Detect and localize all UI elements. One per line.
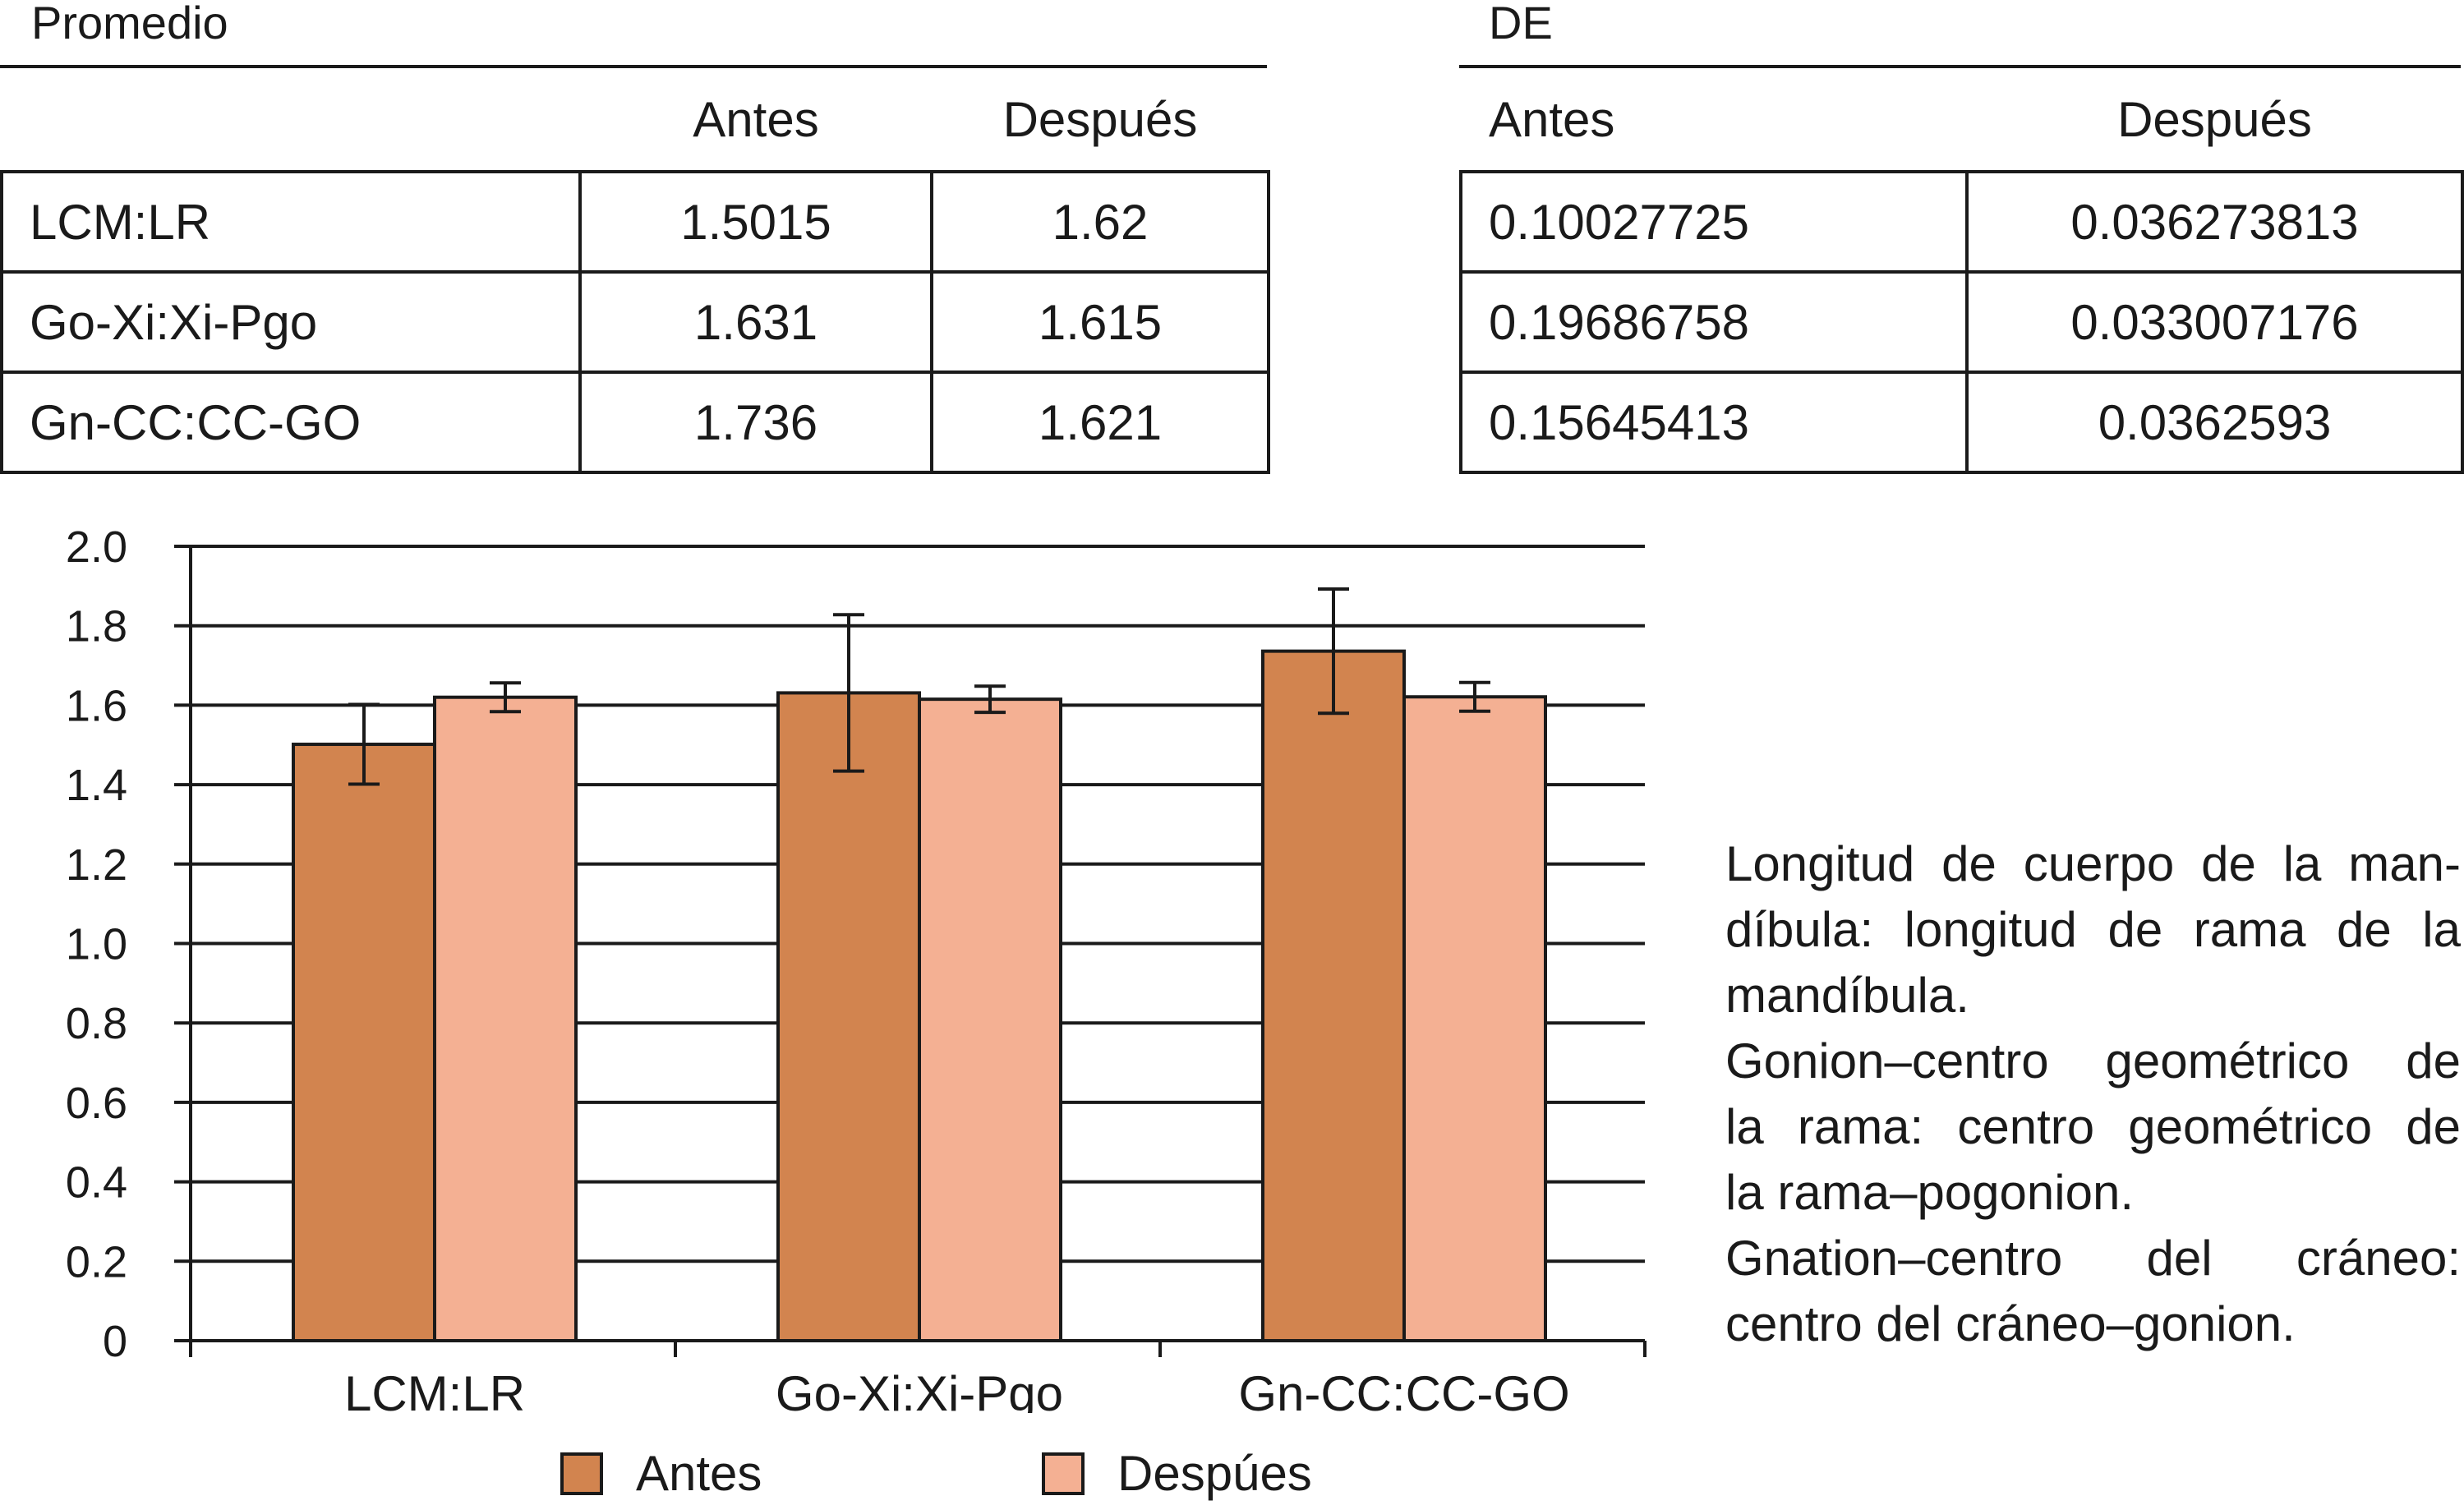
bars [292,649,1547,1343]
bar [433,695,578,1343]
de-top-rule [1459,65,2461,68]
note-line: Gnation–centro del cráneo: [1725,1231,2461,1286]
y-tick-label: 1.6 [66,681,127,730]
y-tick-label: 0.4 [66,1158,127,1208]
cell-antes: 0.19686758 [1459,270,1969,374]
cell-despues: 1.621 [930,370,1270,474]
promedio-table: Antes Después LCM:LR 1.5015 1.62 Go-Xi:X… [0,68,1270,474]
note-line: centro del cráneo–gonion. [1725,1296,2296,1351]
de-title: DE [1489,0,1553,48]
note-line: díbula: longitud de rama de la [1725,902,2461,957]
bar [1261,649,1406,1343]
legend-label-despues: Despúes [1117,1446,1312,1501]
bar [918,697,1062,1342]
error-bars [348,587,1490,786]
cell-antes: 1.736 [578,370,933,474]
row-label: LCM:LR [0,170,582,274]
legend-antes: Antes [560,1442,762,1505]
cell-despues: 1.615 [930,270,1270,374]
y-tick-label: 1.0 [66,920,127,969]
y-tick-label: 1.4 [66,761,127,810]
cell-antes: 1.5015 [578,170,933,274]
row-label: Go-Xi:Xi-Pgo [0,270,582,374]
y-tick-label: 2.0 [66,522,127,572]
y-tick-label: 1.8 [66,602,127,651]
y-tick-label: 0.6 [66,1079,127,1128]
de-header-despues: Después [1967,68,2462,173]
note-line: mandíbula. [1725,968,1969,1023]
cell-antes: 0.10027725 [1459,170,1969,274]
cell-despues: 0.033007176 [1965,270,2464,374]
y-tick-label: 0.2 [66,1237,127,1286]
table-row: Gn-CC:CC-GO 1.736 1.621 [0,370,1270,474]
abbreviation-note: Longitud de cuerpo de la man- díbula: lo… [1725,831,2461,1357]
legend-swatch-despues [1042,1452,1085,1495]
y-tick-label: 1.2 [66,840,127,890]
bar [1402,695,1547,1342]
promedio-top-rule [0,65,1267,68]
table-row: LCM:LR 1.5015 1.62 [0,170,1270,274]
promedio-header-despues: Después [932,68,1269,173]
table-row: Go-Xi:Xi-Pgo 1.631 1.615 [0,270,1270,374]
x-tick-label: Go-Xi:Xi-Pgo [776,1366,1063,1413]
axes [174,545,1647,1357]
axis-labels: 0 0.2 0.4 0.6 0.8 1.0 1.2 1.4 1.6 1.8 2.0 LCM:LR Go-… [66,522,1570,1413]
de-header-row: Antes Después [1461,68,2462,173]
note-line: la rama: centro geométrico de [1725,1099,2461,1154]
cell-despues: 0.036273813 [1965,170,2464,274]
y-tick-label: 0 [103,1317,127,1366]
table-row: 0.19686758 0.033007176 [1459,270,2464,374]
promedio-header-blank [2,68,580,173]
legend-swatch-antes [560,1452,603,1495]
note-line: la rama–pogonion. [1725,1165,2135,1220]
promedio-header-antes: Antes [580,68,932,173]
x-tick-label: LCM:LR [344,1366,525,1413]
de-table: Antes Después 0.10027725 0.036273813 0.1… [1459,68,2464,474]
bar [776,691,921,1342]
cell-despues: 1.62 [930,170,1270,274]
table-row: 0.10027725 0.036273813 [1459,170,2464,274]
table-row: 0.15645413 0.0362593 [1459,370,2464,474]
cell-despues: 0.0362593 [1965,370,2464,474]
cell-antes: 1.631 [578,270,933,374]
promedio-header-row: Antes Después [2,68,1269,173]
promedio-title: Promedio [31,0,228,48]
note-line: Longitud de cuerpo de la man- [1725,836,2461,891]
note-line: Gonion–centro geométrico de [1725,1033,2461,1088]
bar-chart: 0 0.2 0.4 0.6 0.8 1.0 1.2 1.4 1.6 1.8 2.0 LCM:LR Go-… [66,522,1647,1413]
row-label: Gn-CC:CC-GO [0,370,582,474]
legend-despues: Despúes [1042,1442,1312,1505]
bar [292,743,436,1342]
cell-antes: 0.15645413 [1459,370,1969,474]
x-tick-label: Gn-CC:CC-GO [1238,1366,1569,1413]
y-tick-label: 0.8 [66,999,127,1048]
legend-label-antes: Antes [636,1446,762,1501]
de-header-antes: Antes [1461,68,1967,173]
